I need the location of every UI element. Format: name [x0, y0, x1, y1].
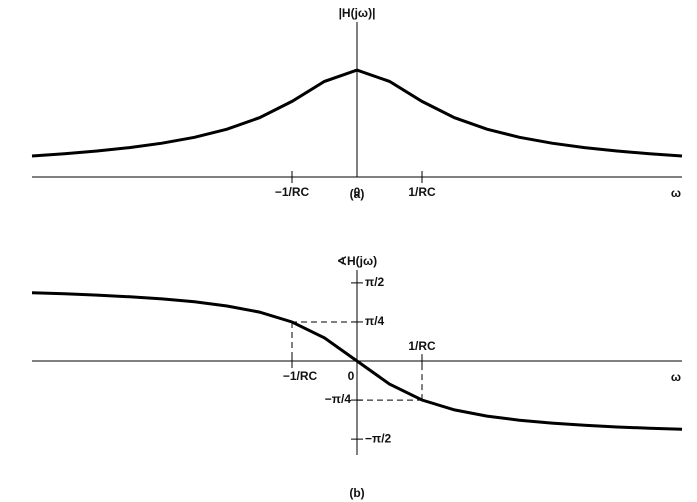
y-tick-label: −π/2	[365, 431, 392, 445]
x-tick-label: 0	[348, 369, 355, 383]
x-tick-label: −1/RC	[275, 185, 310, 199]
x-tick-label: 0	[354, 185, 361, 199]
y-tick-label: π/4	[365, 314, 385, 328]
y-axis-label: ∢H(jω)	[337, 254, 377, 268]
curve	[31, 291, 683, 431]
y-axis-label: |H(jω)|	[339, 6, 376, 20]
y-tick-label: −π/4	[325, 392, 352, 406]
x-tick-label: 1/RC	[408, 185, 436, 199]
x-tick-label: 1/RC	[408, 339, 436, 353]
caption: (b)	[349, 486, 364, 500]
x-axis-label: ω	[671, 186, 681, 200]
caption: (a)	[350, 187, 365, 201]
y-tick-label: π/2	[365, 275, 385, 289]
x-axis-label: ω	[671, 370, 681, 384]
curve	[31, 68, 683, 158]
x-tick-label: −1/RC	[283, 369, 318, 383]
